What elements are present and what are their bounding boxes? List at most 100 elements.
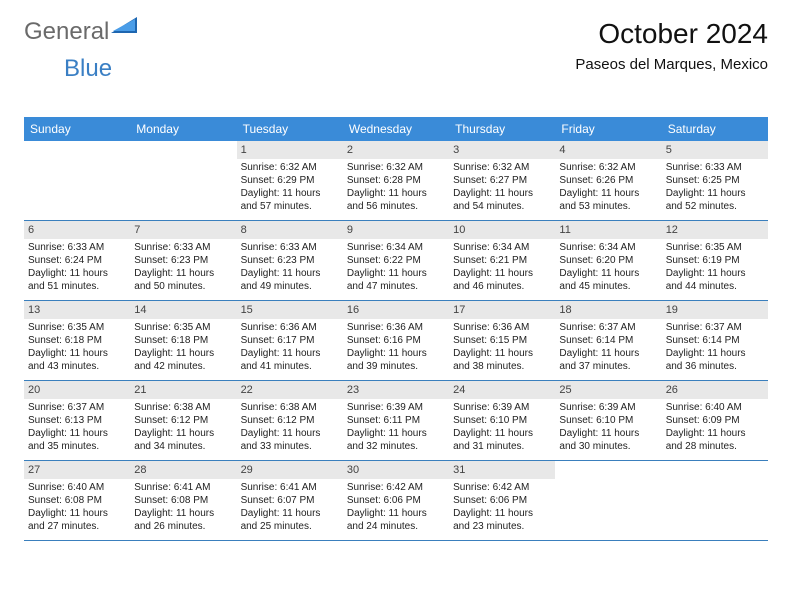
sunrise-text: Sunrise: 6:39 AM xyxy=(559,401,657,414)
week-row: 6Sunrise: 6:33 AMSunset: 6:24 PMDaylight… xyxy=(24,221,768,301)
day-cell-empty xyxy=(662,461,768,540)
day-cell: 28 Sunrise: 6:41 AMSunset: 6:08 PMDayligh… xyxy=(130,461,236,540)
day-cell: 10 Sunrise: 6:34 AMSunset: 6:21 PMDayligh… xyxy=(449,221,555,300)
daylight-text: Daylight: 11 hours and 34 minutes. xyxy=(134,427,232,453)
daylight-text: Daylight: 11 hours and 36 minutes. xyxy=(666,347,764,373)
weekday-tuesday: Tuesday xyxy=(237,117,343,141)
week-row: 20Sunrise: 6:37 AMSunset: 6:13 PMDayligh… xyxy=(24,381,768,461)
day-cell: 27 Sunrise: 6:40 AMSunset: 6:08 PMDayligh… xyxy=(24,461,130,540)
day-body: Sunrise: 6:36 AMSunset: 6:15 PMDaylight:… xyxy=(449,321,555,377)
sunrise-text: Sunrise: 6:33 AM xyxy=(666,161,764,174)
day-number: 30 xyxy=(343,461,449,479)
sunset-text: Sunset: 6:22 PM xyxy=(347,254,445,267)
calendar: SundayMondayTuesdayWednesdayThursdayFrid… xyxy=(24,117,768,541)
sunrise-text: Sunrise: 6:34 AM xyxy=(347,241,445,254)
sunrise-text: Sunrise: 6:32 AM xyxy=(241,161,339,174)
sunrise-text: Sunrise: 6:35 AM xyxy=(28,321,126,334)
day-body: Sunrise: 6:33 AMSunset: 6:23 PMDaylight:… xyxy=(237,241,343,297)
day-number: 9 xyxy=(343,221,449,239)
week-row: 13Sunrise: 6:35 AMSunset: 6:18 PMDayligh… xyxy=(24,301,768,381)
day-cell-empty xyxy=(130,141,236,220)
sunset-text: Sunset: 6:23 PM xyxy=(134,254,232,267)
day-body: Sunrise: 6:35 AMSunset: 6:19 PMDaylight:… xyxy=(662,241,768,297)
sunrise-text: Sunrise: 6:36 AM xyxy=(453,321,551,334)
day-number: 18 xyxy=(555,301,661,319)
day-cell-empty xyxy=(555,461,661,540)
day-cell: 5Sunrise: 6:33 AMSunset: 6:25 PMDaylight… xyxy=(662,141,768,220)
day-cell: 19Sunrise: 6:37 AMSunset: 6:14 PMDayligh… xyxy=(662,301,768,380)
daylight-text: Daylight: 11 hours and 57 minutes. xyxy=(241,187,339,213)
sunrise-text: Sunrise: 6:41 AM xyxy=(134,481,232,494)
sunrise-text: Sunrise: 6:37 AM xyxy=(666,321,764,334)
sunrise-text: Sunrise: 6:36 AM xyxy=(347,321,445,334)
day-body: Sunrise: 6:37 AMSunset: 6:14 PMDaylight:… xyxy=(555,321,661,377)
day-number: 20 xyxy=(24,381,130,399)
daylight-text: Daylight: 11 hours and 38 minutes. xyxy=(453,347,551,373)
sunset-text: Sunset: 6:10 PM xyxy=(453,414,551,427)
sunrise-text: Sunrise: 6:33 AM xyxy=(134,241,232,254)
day-body: Sunrise: 6:34 AMSunset: 6:21 PMDaylight:… xyxy=(449,241,555,297)
day-body: Sunrise: 6:41 AMSunset: 6:08 PMDaylight:… xyxy=(130,481,236,537)
sunset-text: Sunset: 6:27 PM xyxy=(453,174,551,187)
sunrise-text: Sunrise: 6:39 AM xyxy=(453,401,551,414)
daylight-text: Daylight: 11 hours and 54 minutes. xyxy=(453,187,551,213)
day-body: Sunrise: 6:35 AMSunset: 6:18 PMDaylight:… xyxy=(24,321,130,377)
daylight-text: Daylight: 11 hours and 42 minutes. xyxy=(134,347,232,373)
sunset-text: Sunset: 6:08 PM xyxy=(28,494,126,507)
day-body: Sunrise: 6:34 AMSunset: 6:20 PMDaylight:… xyxy=(555,241,661,297)
sunrise-text: Sunrise: 6:32 AM xyxy=(347,161,445,174)
sunset-text: Sunset: 6:19 PM xyxy=(666,254,764,267)
sunrise-text: Sunrise: 6:35 AM xyxy=(666,241,764,254)
day-body: Sunrise: 6:32 AMSunset: 6:27 PMDaylight:… xyxy=(449,161,555,217)
logo: General xyxy=(24,18,137,46)
daylight-text: Daylight: 11 hours and 49 minutes. xyxy=(241,267,339,293)
sunrise-text: Sunrise: 6:41 AM xyxy=(241,481,339,494)
sunset-text: Sunset: 6:24 PM xyxy=(28,254,126,267)
day-body: Sunrise: 6:39 AMSunset: 6:10 PMDaylight:… xyxy=(555,401,661,457)
daylight-text: Daylight: 11 hours and 39 minutes. xyxy=(347,347,445,373)
day-body: Sunrise: 6:42 AMSunset: 6:06 PMDaylight:… xyxy=(449,481,555,537)
daylight-text: Daylight: 11 hours and 46 minutes. xyxy=(453,267,551,293)
day-cell: 1 Sunrise: 6:32 AMSunset: 6:29 PMDaylight… xyxy=(237,141,343,220)
day-number: 15 xyxy=(237,301,343,319)
sunset-text: Sunset: 6:11 PM xyxy=(347,414,445,427)
day-cell: 25Sunrise: 6:39 AMSunset: 6:10 PMDayligh… xyxy=(555,381,661,460)
day-cell: 6 Sunrise: 6:33 AMSunset: 6:24 PMDaylight… xyxy=(24,221,130,300)
day-body: Sunrise: 6:39 AMSunset: 6:10 PMDaylight:… xyxy=(449,401,555,457)
sunset-text: Sunset: 6:28 PM xyxy=(347,174,445,187)
daylight-text: Daylight: 11 hours and 43 minutes. xyxy=(28,347,126,373)
day-number: 1 xyxy=(237,141,343,159)
sunrise-text: Sunrise: 6:37 AM xyxy=(28,401,126,414)
day-number: 6 xyxy=(24,221,130,239)
sunset-text: Sunset: 6:18 PM xyxy=(28,334,126,347)
sunset-text: Sunset: 6:20 PM xyxy=(559,254,657,267)
logo-text-blue: Blue xyxy=(64,55,112,82)
sunset-text: Sunset: 6:21 PM xyxy=(453,254,551,267)
weekday-wednesday: Wednesday xyxy=(343,117,449,141)
daylight-text: Daylight: 11 hours and 45 minutes. xyxy=(559,267,657,293)
day-body: Sunrise: 6:33 AMSunset: 6:24 PMDaylight:… xyxy=(24,241,130,297)
day-cell: 29Sunrise: 6:41 AMSunset: 6:07 PMDayligh… xyxy=(237,461,343,540)
day-body: Sunrise: 6:40 AMSunset: 6:08 PMDaylight:… xyxy=(24,481,130,537)
day-body: Sunrise: 6:32 AMSunset: 6:29 PMDaylight:… xyxy=(237,161,343,217)
sunset-text: Sunset: 6:06 PM xyxy=(453,494,551,507)
day-body: Sunrise: 6:32 AMSunset: 6:26 PMDaylight:… xyxy=(555,161,661,217)
sunrise-text: Sunrise: 6:42 AM xyxy=(453,481,551,494)
day-number: 14 xyxy=(130,301,236,319)
daylight-text: Daylight: 11 hours and 47 minutes. xyxy=(347,267,445,293)
sunset-text: Sunset: 6:18 PM xyxy=(134,334,232,347)
day-cell: 11Sunrise: 6:34 AMSunset: 6:20 PMDayligh… xyxy=(555,221,661,300)
day-number: 10 xyxy=(449,221,555,239)
day-number: 2 xyxy=(343,141,449,159)
day-body: Sunrise: 6:36 AMSunset: 6:16 PMDaylight:… xyxy=(343,321,449,377)
day-cell: 3Sunrise: 6:32 AMSunset: 6:27 PMDaylight… xyxy=(449,141,555,220)
day-cell: 22Sunrise: 6:38 AMSunset: 6:12 PMDayligh… xyxy=(237,381,343,460)
weekday-sunday: Sunday xyxy=(24,117,130,141)
day-cell: 15Sunrise: 6:36 AMSunset: 6:17 PMDayligh… xyxy=(237,301,343,380)
sunrise-text: Sunrise: 6:39 AM xyxy=(347,401,445,414)
day-number: 28 xyxy=(130,461,236,479)
sunset-text: Sunset: 6:25 PM xyxy=(666,174,764,187)
day-number: 8 xyxy=(237,221,343,239)
day-number: 27 xyxy=(24,461,130,479)
sunrise-text: Sunrise: 6:37 AM xyxy=(559,321,657,334)
